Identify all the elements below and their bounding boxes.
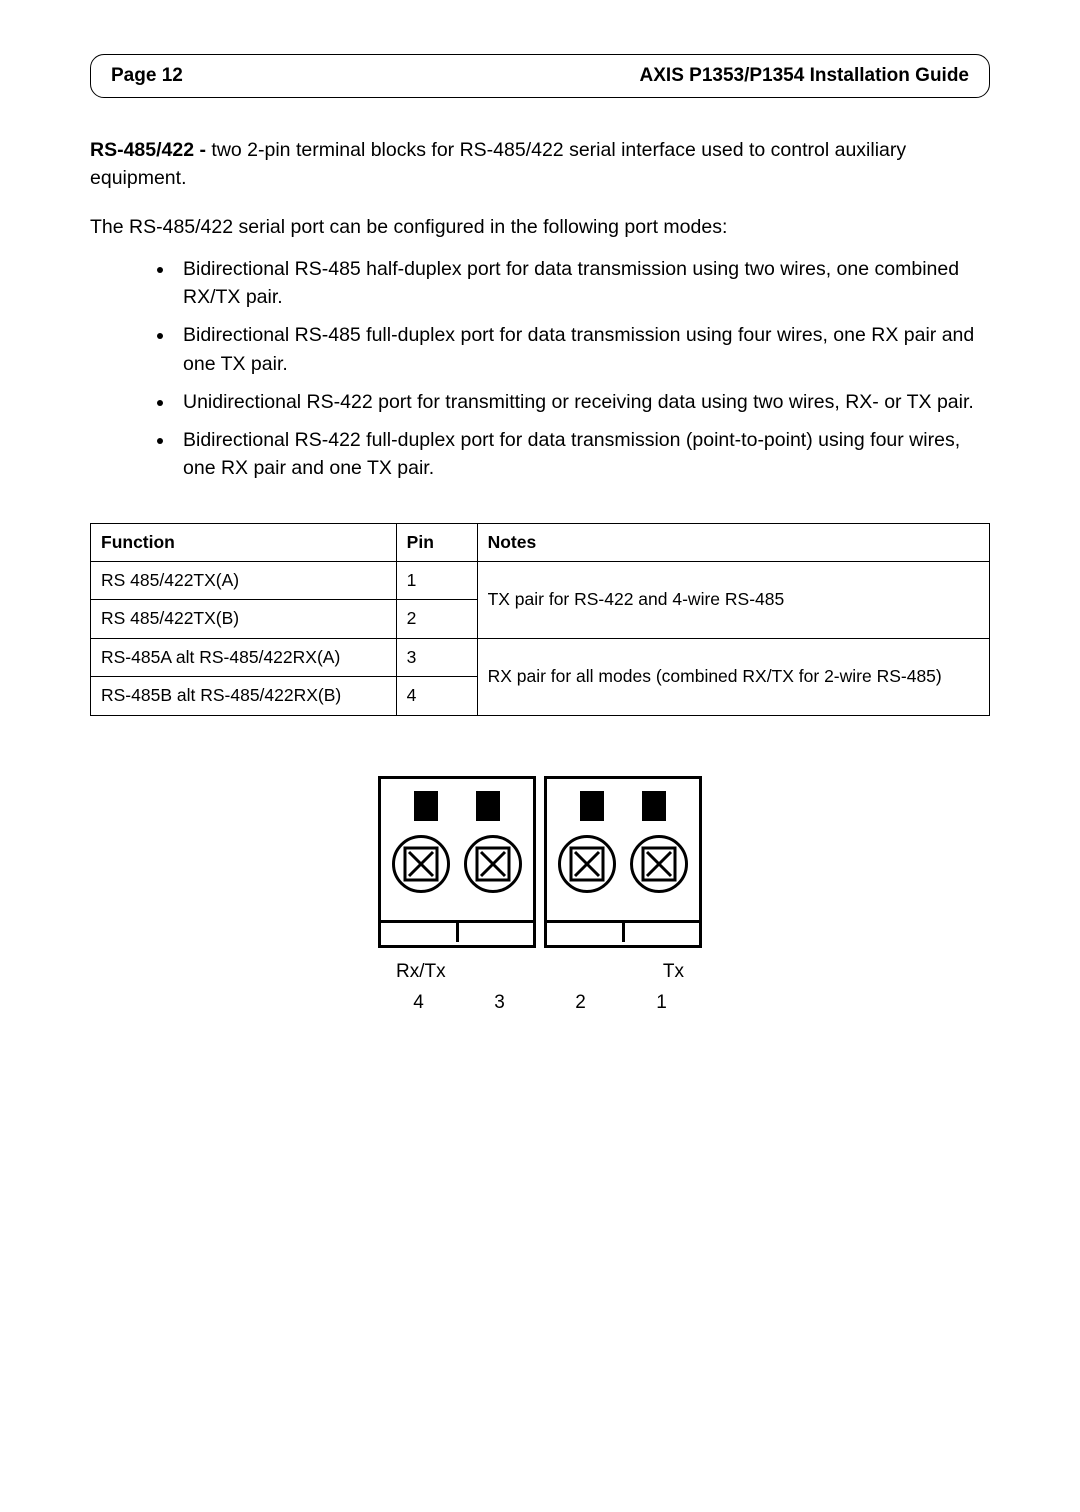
list-item: Bidirectional RS-422 full-duplex port fo… (175, 426, 990, 483)
cell-notes: RX pair for all modes (combined RX/TX fo… (477, 638, 989, 715)
label-rxtx: Rx/Tx (396, 958, 446, 986)
diagram-labels-pins: 4 3 2 1 (378, 989, 702, 1017)
screw-icon (558, 835, 616, 893)
terminal-block-left (378, 776, 536, 948)
screw-icon (630, 835, 688, 893)
col-notes: Notes (477, 523, 989, 561)
pin-label: 2 (540, 989, 621, 1017)
table-row: RS 485/422TX(A) 1 TX pair for RS-422 and… (91, 562, 990, 600)
terminal-tab (580, 791, 604, 821)
cell-pin: 4 (396, 677, 477, 715)
diagram-labels-top: Rx/Tx Tx (378, 958, 702, 986)
list-item: Bidirectional RS-485 half-duplex port fo… (175, 255, 990, 312)
list-item: Bidirectional RS-485 full-duplex port fo… (175, 321, 990, 378)
cell-function: RS-485B alt RS-485/422RX(B) (91, 677, 397, 715)
port-modes-list: Bidirectional RS-485 half-duplex port fo… (175, 255, 990, 483)
pin-label: 4 (378, 989, 459, 1017)
header-bar: Page 12 AXIS P1353/P1354 Installation Gu… (90, 54, 990, 98)
lead-sentence: The RS-485/422 serial port can be config… (90, 213, 990, 241)
terminal-tab (476, 791, 500, 821)
cell-notes: TX pair for RS-422 and 4-wire RS-485 (477, 562, 989, 639)
section-heading: RS-485/422 - (90, 139, 206, 161)
cell-pin: 1 (396, 562, 477, 600)
pin-label: 3 (459, 989, 540, 1017)
col-function: Function (91, 523, 397, 561)
cell-function: RS-485A alt RS-485/422RX(A) (91, 638, 397, 676)
cell-function: RS 485/422TX(A) (91, 562, 397, 600)
screw-icon (464, 835, 522, 893)
terminal-block-right (544, 776, 702, 948)
cell-pin: 2 (396, 600, 477, 638)
pin-table: Function Pin Notes RS 485/422TX(A) 1 TX … (90, 523, 990, 716)
terminal-tab (642, 791, 666, 821)
page-number: Page 12 (111, 65, 183, 87)
intro-paragraph: RS-485/422 - two 2-pin terminal blocks f… (90, 136, 990, 193)
terminal-diagram: Rx/Tx Tx 4 3 2 1 (90, 776, 990, 1017)
col-pin: Pin (396, 523, 477, 561)
cell-pin: 3 (396, 638, 477, 676)
terminal-tab (414, 791, 438, 821)
cell-function: RS 485/422TX(B) (91, 600, 397, 638)
pin-label: 1 (621, 989, 702, 1017)
table-row: RS-485A alt RS-485/422RX(A) 3 RX pair fo… (91, 638, 990, 676)
intro-text: two 2-pin terminal blocks for RS-485/422… (90, 139, 906, 189)
label-tx: Tx (663, 958, 684, 986)
document-title: AXIS P1353/P1354 Installation Guide (640, 65, 969, 87)
list-item: Unidirectional RS-422 port for transmitt… (175, 388, 990, 416)
table-header-row: Function Pin Notes (91, 523, 990, 561)
main-content: RS-485/422 - two 2-pin terminal blocks f… (90, 136, 990, 1017)
screw-icon (392, 835, 450, 893)
